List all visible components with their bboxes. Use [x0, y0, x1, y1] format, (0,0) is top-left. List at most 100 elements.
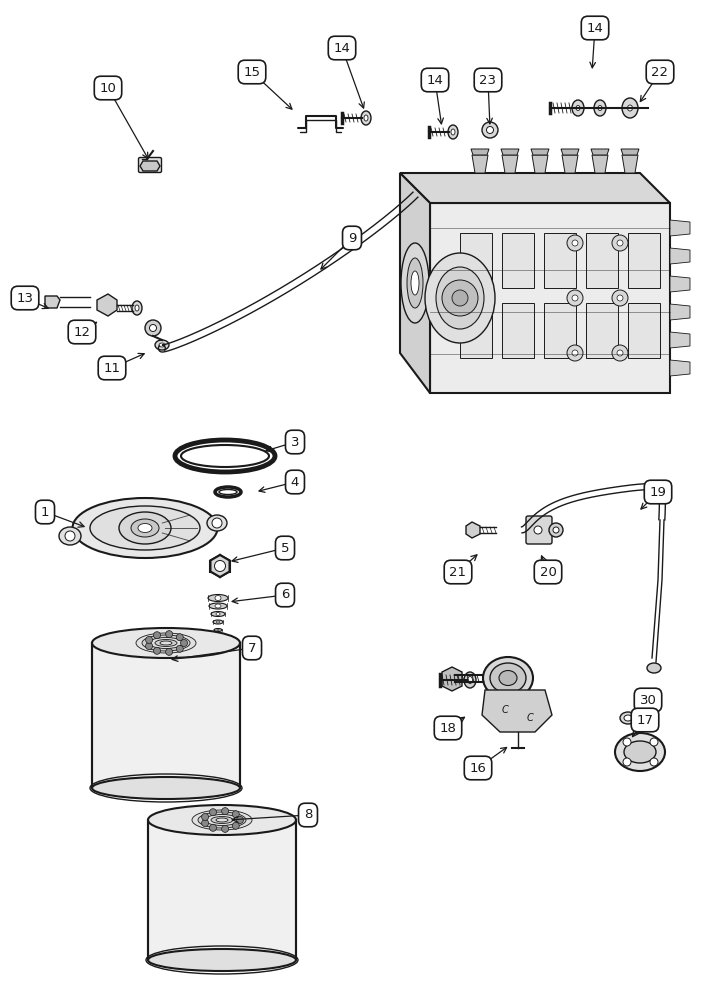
Polygon shape: [97, 294, 117, 316]
Ellipse shape: [436, 267, 484, 329]
Circle shape: [232, 811, 240, 818]
Circle shape: [176, 634, 183, 641]
Ellipse shape: [159, 343, 165, 347]
Ellipse shape: [136, 633, 196, 653]
Circle shape: [617, 295, 623, 301]
Ellipse shape: [148, 805, 296, 835]
Polygon shape: [670, 248, 690, 264]
Ellipse shape: [145, 320, 161, 336]
Text: 1: 1: [41, 506, 50, 518]
Ellipse shape: [411, 271, 419, 295]
Ellipse shape: [401, 243, 429, 323]
Ellipse shape: [464, 672, 476, 688]
Text: 8: 8: [304, 808, 312, 822]
Ellipse shape: [361, 111, 371, 125]
Ellipse shape: [213, 620, 223, 624]
Circle shape: [232, 822, 240, 829]
Ellipse shape: [425, 253, 495, 343]
Circle shape: [612, 290, 628, 306]
Polygon shape: [622, 155, 638, 173]
Text: C: C: [502, 705, 508, 715]
Polygon shape: [561, 149, 579, 155]
Ellipse shape: [198, 812, 246, 828]
Polygon shape: [670, 304, 690, 320]
Text: 14: 14: [427, 74, 443, 87]
Text: 11: 11: [103, 361, 121, 374]
Polygon shape: [482, 690, 552, 732]
Ellipse shape: [142, 635, 190, 651]
Ellipse shape: [615, 733, 665, 771]
Circle shape: [221, 825, 229, 832]
Circle shape: [567, 290, 583, 306]
Circle shape: [176, 645, 183, 652]
Polygon shape: [400, 173, 670, 203]
Polygon shape: [670, 360, 690, 376]
Text: 10: 10: [100, 82, 116, 95]
Ellipse shape: [216, 621, 220, 623]
Polygon shape: [400, 173, 430, 393]
Ellipse shape: [364, 115, 368, 121]
Circle shape: [237, 816, 243, 824]
Circle shape: [215, 560, 226, 572]
Ellipse shape: [628, 105, 633, 111]
Ellipse shape: [624, 715, 632, 721]
Ellipse shape: [215, 604, 221, 608]
Circle shape: [65, 531, 75, 541]
Ellipse shape: [490, 663, 526, 693]
Ellipse shape: [155, 340, 169, 350]
Circle shape: [210, 824, 216, 831]
Text: 7: 7: [248, 642, 256, 654]
Circle shape: [146, 636, 153, 643]
Ellipse shape: [135, 305, 139, 311]
Ellipse shape: [216, 612, 220, 615]
Circle shape: [154, 647, 160, 654]
Polygon shape: [466, 522, 480, 538]
Circle shape: [567, 235, 583, 251]
Ellipse shape: [482, 122, 498, 138]
Ellipse shape: [486, 126, 494, 133]
Circle shape: [567, 345, 583, 361]
Ellipse shape: [132, 301, 142, 315]
Ellipse shape: [148, 949, 296, 971]
Text: 14: 14: [333, 41, 350, 54]
Ellipse shape: [160, 641, 172, 645]
FancyBboxPatch shape: [526, 516, 552, 544]
FancyBboxPatch shape: [502, 303, 534, 358]
Polygon shape: [442, 667, 462, 691]
Polygon shape: [472, 155, 488, 173]
Ellipse shape: [205, 814, 239, 826]
FancyBboxPatch shape: [628, 233, 660, 288]
Ellipse shape: [598, 105, 602, 110]
Text: 20: 20: [539, 566, 556, 578]
Circle shape: [572, 295, 578, 301]
Circle shape: [181, 640, 188, 647]
Ellipse shape: [149, 324, 157, 332]
Ellipse shape: [214, 629, 222, 632]
Circle shape: [617, 350, 623, 356]
FancyBboxPatch shape: [92, 643, 240, 788]
Text: 30: 30: [640, 694, 657, 706]
Polygon shape: [670, 276, 690, 292]
FancyBboxPatch shape: [628, 303, 660, 358]
Ellipse shape: [138, 524, 152, 532]
Ellipse shape: [448, 125, 458, 139]
Polygon shape: [670, 332, 690, 348]
Ellipse shape: [483, 657, 533, 699]
Polygon shape: [621, 149, 639, 155]
Ellipse shape: [211, 816, 233, 824]
Circle shape: [146, 643, 153, 650]
Circle shape: [650, 758, 658, 766]
FancyBboxPatch shape: [460, 233, 492, 288]
Text: 4: 4: [290, 476, 299, 488]
Ellipse shape: [594, 100, 606, 116]
Ellipse shape: [92, 628, 240, 658]
Polygon shape: [592, 155, 608, 173]
Polygon shape: [471, 149, 489, 155]
Circle shape: [221, 808, 229, 815]
Ellipse shape: [131, 519, 159, 537]
Circle shape: [166, 631, 173, 638]
Text: 16: 16: [470, 762, 486, 774]
Ellipse shape: [207, 515, 227, 531]
Polygon shape: [140, 161, 160, 171]
Text: 19: 19: [649, 486, 666, 498]
